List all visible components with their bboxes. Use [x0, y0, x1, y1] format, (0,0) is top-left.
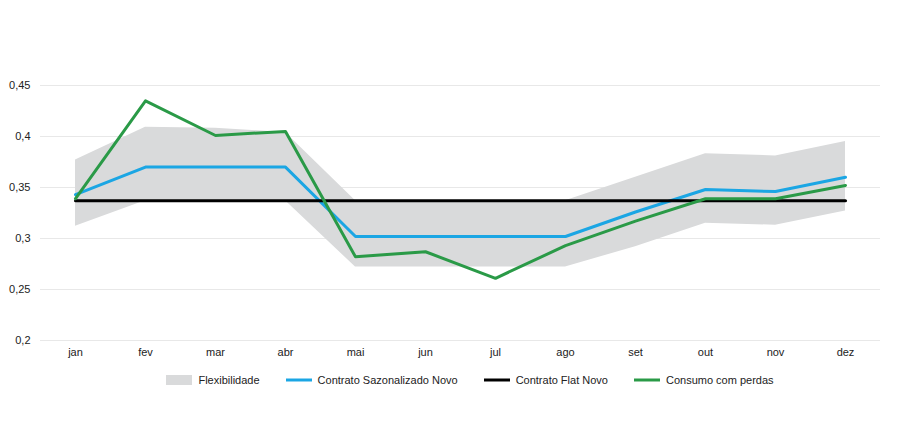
svg-text:0,25: 0,25: [9, 283, 30, 295]
svg-text:dez: dez: [837, 346, 855, 358]
svg-text:0,45: 0,45: [9, 79, 30, 91]
svg-text:jul: jul: [489, 346, 501, 358]
svg-text:jan: jan: [67, 346, 83, 358]
html-text:Contrato Flat Novo: Contrato Flat Novo: [515, 374, 608, 386]
svg-text:set: set: [628, 346, 643, 358]
html-text:Flexibilidade: Flexibilidade: [198, 374, 260, 386]
svg-text:0,3: 0,3: [15, 232, 30, 244]
svg-text:nov: nov: [767, 346, 785, 358]
svg-text:mai: mai: [347, 346, 365, 358]
svg-text:out: out: [698, 346, 713, 358]
svg-text:mar: mar: [206, 346, 225, 358]
svg-text:0,35: 0,35: [9, 181, 30, 193]
svg-text:0,4: 0,4: [15, 130, 30, 142]
html-text:Contrato Sazonalizado Novo: Contrato Sazonalizado Novo: [317, 374, 458, 386]
svg-text:ago: ago: [556, 346, 574, 358]
svg-text:abr: abr: [278, 346, 294, 358]
svg-text:jun: jun: [417, 346, 433, 358]
svg-text:fev: fev: [138, 346, 153, 358]
html-text:Consumo com perdas: Consumo com perdas: [666, 374, 774, 386]
svg-text:0,2: 0,2: [15, 334, 30, 346]
